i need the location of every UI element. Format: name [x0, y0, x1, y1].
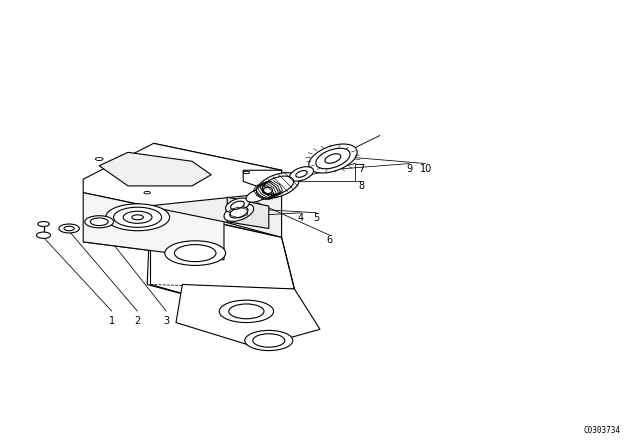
Ellipse shape — [219, 300, 274, 323]
Polygon shape — [243, 170, 282, 186]
Ellipse shape — [90, 218, 108, 225]
Ellipse shape — [230, 207, 248, 218]
Ellipse shape — [132, 215, 143, 220]
Polygon shape — [176, 284, 320, 347]
Ellipse shape — [308, 144, 357, 173]
Text: 1: 1 — [109, 316, 115, 326]
Ellipse shape — [95, 158, 103, 160]
Ellipse shape — [114, 207, 161, 228]
Ellipse shape — [264, 187, 273, 194]
Ellipse shape — [325, 154, 341, 163]
Ellipse shape — [246, 190, 268, 202]
Text: 10: 10 — [419, 164, 432, 173]
Text: C0303734: C0303734 — [584, 426, 621, 435]
Polygon shape — [83, 193, 224, 260]
Ellipse shape — [289, 167, 314, 181]
Text: 5: 5 — [314, 213, 320, 223]
Ellipse shape — [38, 221, 49, 226]
Ellipse shape — [296, 171, 307, 177]
Ellipse shape — [64, 226, 74, 231]
Ellipse shape — [165, 241, 226, 265]
Text: 7: 7 — [358, 164, 365, 173]
Ellipse shape — [253, 334, 285, 347]
Ellipse shape — [230, 201, 244, 209]
Ellipse shape — [244, 331, 293, 350]
Ellipse shape — [144, 191, 150, 194]
Ellipse shape — [224, 203, 253, 221]
Ellipse shape — [262, 176, 294, 195]
Text: 3: 3 — [163, 316, 170, 326]
Ellipse shape — [316, 148, 350, 169]
Text: 4: 4 — [298, 213, 304, 223]
Polygon shape — [99, 152, 211, 186]
Ellipse shape — [123, 211, 152, 223]
Polygon shape — [83, 143, 282, 206]
Ellipse shape — [257, 172, 300, 198]
Ellipse shape — [225, 198, 250, 212]
Text: 6: 6 — [326, 235, 333, 245]
Ellipse shape — [106, 204, 170, 231]
Text: 9: 9 — [406, 164, 413, 173]
Ellipse shape — [243, 171, 250, 174]
Polygon shape — [147, 208, 294, 307]
Polygon shape — [154, 143, 282, 237]
Ellipse shape — [85, 215, 114, 228]
Ellipse shape — [174, 245, 216, 262]
Text: 2: 2 — [134, 316, 141, 326]
Text: 8: 8 — [358, 181, 365, 191]
Ellipse shape — [59, 224, 79, 233]
Ellipse shape — [229, 304, 264, 319]
Ellipse shape — [36, 232, 51, 238]
Polygon shape — [227, 197, 269, 228]
